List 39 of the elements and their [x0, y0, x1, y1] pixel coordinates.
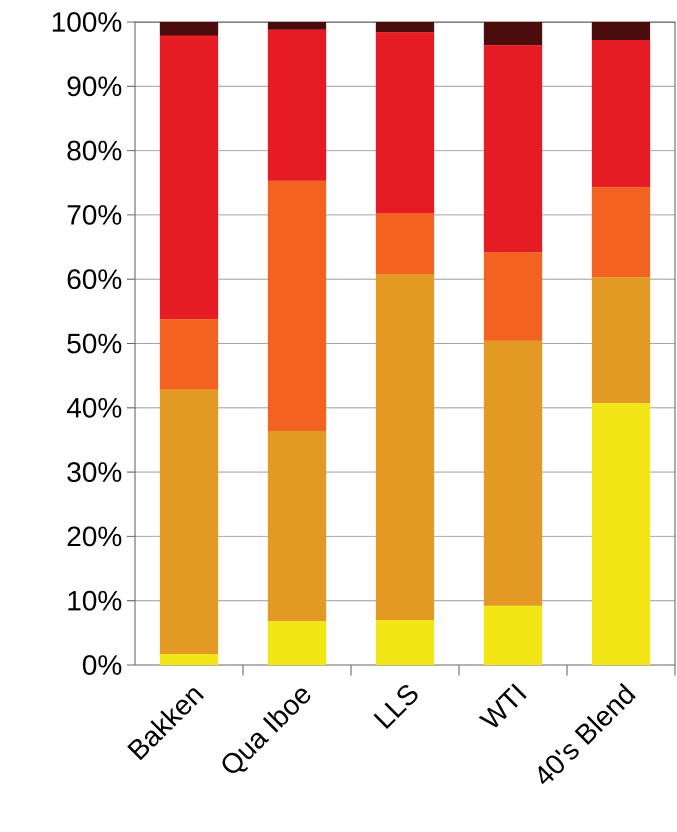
bar — [484, 22, 542, 46]
bar — [268, 621, 326, 665]
bar — [160, 36, 218, 320]
bar — [268, 30, 326, 181]
bar — [592, 40, 650, 188]
bar — [160, 390, 218, 654]
x-tick-label: LLS — [373, 685, 418, 729]
y-tick-label: 40% — [66, 398, 122, 418]
bar — [376, 620, 434, 665]
bar — [160, 22, 218, 36]
bar — [160, 654, 218, 665]
x-tick-label: WTI — [478, 683, 527, 728]
bar — [160, 319, 218, 390]
bar — [484, 340, 542, 606]
bar — [268, 22, 326, 30]
y-tick-label: 60% — [68, 269, 122, 290]
bar — [484, 606, 542, 665]
y-tick-label: 50% — [67, 334, 122, 354]
y-tick-label: 100% — [52, 12, 122, 32]
bar — [592, 187, 650, 278]
bar — [376, 32, 434, 213]
x-tick-label: Qua Iboe — [222, 688, 310, 773]
y-tick-label: 20% — [68, 526, 122, 546]
bar — [268, 430, 326, 622]
y-tick-label: 80% — [67, 140, 122, 161]
y-tick-label: 10% — [68, 590, 122, 611]
bar — [592, 277, 650, 404]
bar — [484, 45, 542, 252]
y-tick-label: 30% — [67, 462, 122, 482]
bar — [592, 22, 650, 40]
bar — [484, 252, 542, 341]
bar — [592, 403, 650, 665]
y-tick-label: 0% — [82, 655, 122, 675]
bar — [376, 22, 434, 32]
y-tick-label: 90% — [68, 76, 122, 96]
bar — [268, 180, 326, 431]
y-tick-label: 70% — [68, 204, 122, 225]
bar — [376, 212, 434, 274]
bar — [376, 274, 434, 620]
